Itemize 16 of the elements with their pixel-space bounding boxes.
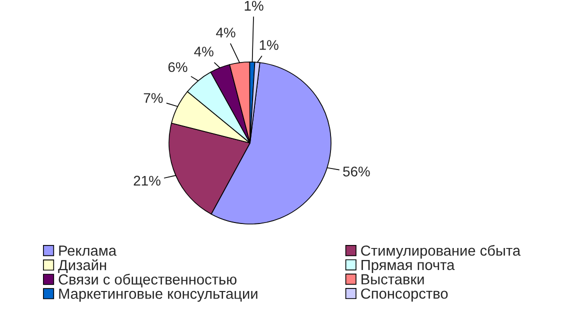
legend-label: Выставки (362, 274, 424, 284)
data-label: 21% (134, 176, 160, 186)
data-label: 6% (168, 62, 188, 72)
data-label: 4% (216, 28, 236, 38)
legend-label: Дизайн (58, 259, 106, 274)
legend-label: Стимулирование сбыта (361, 244, 521, 259)
legend-label: Спонсорство (361, 288, 448, 302)
data-label: 1% (244, 0, 264, 11)
legend-label: Маркетинговые консультации (59, 288, 258, 302)
legend-label: Реклама (59, 246, 117, 256)
data-label: 4% (194, 46, 214, 56)
data-label: 56% (343, 166, 370, 176)
data-label: 1% (260, 40, 278, 50)
legend-label: Прямая почта (362, 260, 455, 274)
legend-label: Связи с общественностью (58, 274, 236, 288)
data-label: 7% (144, 93, 163, 103)
